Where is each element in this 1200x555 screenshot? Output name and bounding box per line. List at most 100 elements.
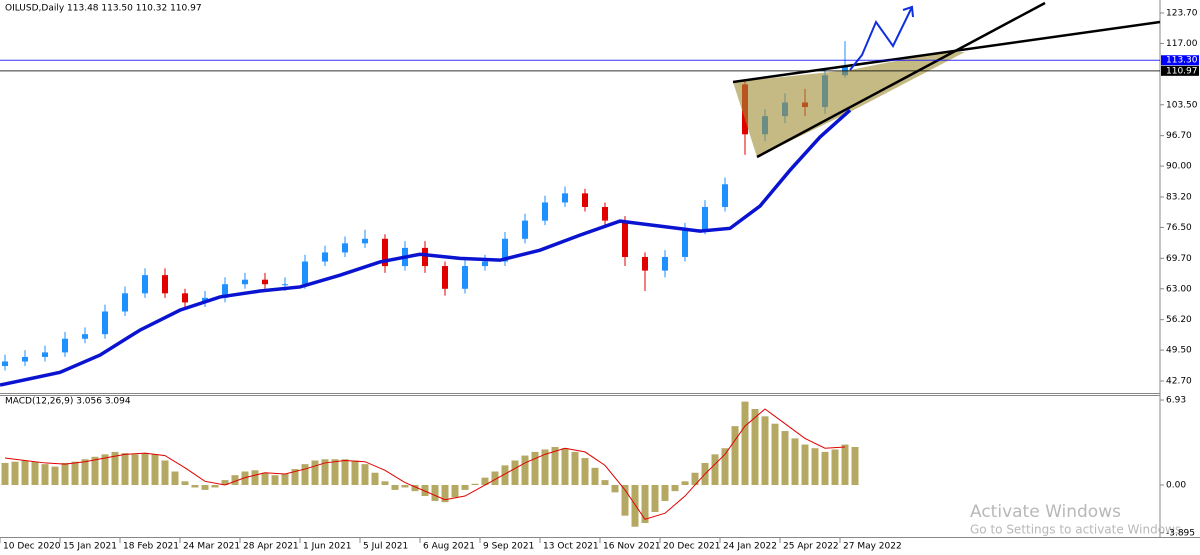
watermark-title: Activate Windows — [970, 502, 1121, 522]
histogram-bar — [521, 455, 529, 486]
histogram-bar — [211, 485, 219, 488]
histogram-bar — [381, 481, 389, 486]
histogram-bar — [1, 462, 9, 486]
y-tick-label: 123.70 — [1166, 8, 1198, 18]
histogram-bar — [821, 451, 829, 486]
histogram-bar — [171, 471, 179, 486]
candle-body — [62, 338, 68, 353]
histogram-bar — [761, 416, 769, 486]
histogram-bar — [111, 451, 119, 486]
candle-body — [262, 279, 268, 285]
x-tick-label: 24 Mar 2021 — [183, 542, 240, 552]
x-tick-label: 10 Dec 2020 — [3, 542, 61, 552]
histogram-bar — [441, 485, 449, 503]
candle-body — [142, 275, 148, 294]
histogram-bar — [471, 483, 479, 486]
histogram-bar — [581, 458, 589, 486]
histogram-bar — [711, 454, 719, 486]
histogram-bar — [101, 454, 109, 486]
moving-average — [0, 108, 852, 387]
y-tick-label: 49.50 — [1166, 346, 1192, 356]
x-tick-label: 25 Apr 2022 — [783, 542, 839, 552]
histogram-bar — [461, 485, 469, 490]
candle-body — [362, 238, 368, 244]
candle-body — [82, 334, 88, 339]
histogram-bar — [351, 460, 359, 486]
histogram-bar — [301, 464, 309, 486]
candle-body — [322, 252, 328, 262]
histogram-bar — [561, 448, 569, 486]
candle-body — [542, 202, 548, 221]
x-tick-label: 13 Oct 2021 — [543, 542, 599, 552]
candle-body — [282, 284, 288, 286]
price-label: 113.30 — [1166, 56, 1198, 66]
candle-body — [242, 279, 248, 285]
histogram-bar — [791, 438, 799, 486]
trend-line — [756, 1, 1046, 159]
histogram-bar — [151, 454, 159, 486]
y-tick-label: 69.70 — [1166, 254, 1192, 264]
candle-body — [442, 266, 448, 289]
histogram-bar — [311, 460, 319, 486]
price-label: 110.97 — [1166, 66, 1198, 76]
x-tick-label: 5 Jul 2021 — [363, 542, 408, 552]
histogram-bar — [491, 471, 499, 486]
histogram-bar — [691, 472, 699, 486]
triangle-shape — [733, 52, 965, 157]
histogram-bar — [801, 444, 809, 486]
histogram-bar — [681, 481, 689, 486]
histogram-bar — [451, 485, 459, 498]
histogram-bar — [731, 426, 739, 486]
histogram-bar — [421, 485, 429, 497]
candle-body — [302, 261, 308, 285]
histogram-bar — [131, 454, 139, 486]
histogram-bar — [41, 464, 49, 486]
histogram-bar — [571, 451, 579, 486]
candle-body — [522, 220, 528, 239]
indicator-title: MACD(12,26,9) 3.056 3.094 — [5, 397, 131, 407]
candle-body — [342, 243, 348, 253]
histogram-bar — [331, 459, 339, 486]
candle-body — [682, 229, 688, 257]
histogram-bar — [71, 461, 79, 486]
histogram-bar — [431, 485, 439, 501]
y-tick-label: -3.895 — [1166, 528, 1195, 538]
x-tick-label: 28 Apr 2021 — [243, 542, 299, 552]
histogram-bar — [11, 461, 19, 486]
candle-body — [602, 206, 608, 221]
histogram-bar — [621, 485, 629, 516]
y-tick-label: 90.00 — [1166, 162, 1192, 172]
histogram-bar — [181, 481, 189, 486]
candle-body — [22, 356, 28, 362]
histogram-bar — [231, 475, 239, 486]
candle-body — [462, 266, 468, 289]
histogram-bar — [191, 485, 199, 488]
histogram-bar — [551, 446, 559, 486]
histogram-bar — [281, 473, 289, 486]
histogram-bar — [121, 453, 129, 486]
histogram-bar — [661, 485, 669, 501]
histogram-bar — [591, 467, 599, 486]
candle-body — [582, 193, 588, 207]
histogram-bar — [851, 446, 859, 486]
histogram-bar — [741, 401, 749, 486]
histogram-bar — [411, 485, 419, 492]
histogram-bar — [811, 448, 819, 486]
candle-body — [162, 275, 168, 294]
x-tick-label: 16 Nov 2021 — [603, 542, 661, 552]
histogram-bar — [261, 472, 269, 486]
histogram-bar — [61, 462, 69, 486]
histogram-bar — [371, 472, 379, 486]
y-tick-label: 56.20 — [1166, 315, 1192, 325]
y-tick-label: 117.00 — [1166, 39, 1198, 49]
watermark-subtitle: Go to Settings to activate Windows. — [970, 523, 1185, 537]
histogram-bar — [201, 485, 209, 490]
candle-body — [422, 247, 428, 267]
candle-body — [2, 361, 8, 367]
candle-body — [42, 352, 48, 357]
histogram-bar — [361, 464, 369, 486]
histogram-bar — [141, 453, 149, 486]
price-label-box — [1161, 55, 1199, 66]
x-tick-label: 24 Jan 2022 — [723, 542, 777, 552]
